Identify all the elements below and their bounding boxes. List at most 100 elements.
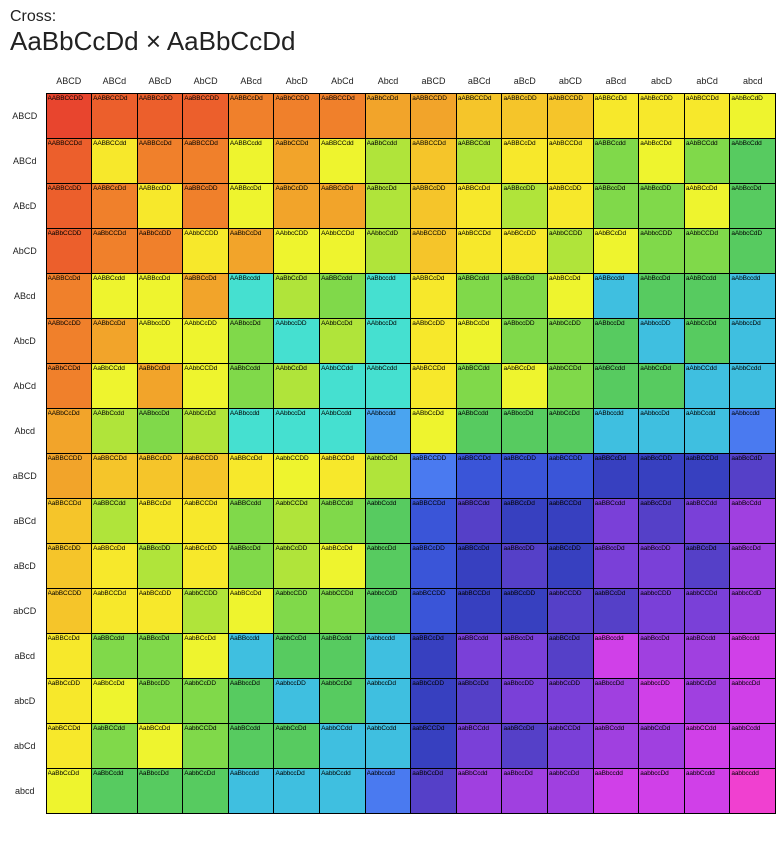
genotype-cell: aaBBccDD: [502, 544, 548, 589]
genotype-cell: AABbccDd: [228, 319, 274, 364]
genotype-label: aAbbccdd: [731, 410, 775, 418]
genotype-cell: aABbccdd: [593, 409, 639, 454]
col-header: ABCD: [46, 69, 92, 94]
genotype-cell: aABBccDD: [502, 184, 548, 229]
genotype-label: aabBccDD: [640, 545, 684, 553]
genotype-cell: AaBBCcDd: [320, 184, 366, 229]
genotype-label: AABBccDD: [139, 185, 183, 193]
genotype-cell: aAbBCcDd: [684, 184, 730, 229]
genotype-cell: AABbccDD: [137, 319, 183, 364]
genotype-cell: aAbBCcDd: [593, 229, 639, 274]
genotype-label: aAbBCcDd: [549, 275, 593, 283]
genotype-label: aabBCcDd: [686, 545, 730, 553]
genotype-cell: AabBCcDD: [183, 544, 229, 589]
genotype-cell: aabBccDD: [639, 544, 685, 589]
genotype-label: aaBBCcDd: [458, 545, 502, 553]
genotype-cell: AAbbcCdD: [365, 229, 411, 274]
genotype-label: AABBCcDd: [48, 275, 92, 283]
genotype-label: aABBCcDd: [503, 140, 547, 148]
genotype-cell: aAbbCcdd: [730, 364, 776, 409]
genotype-cell: AAbbccDd: [274, 409, 320, 454]
genotype-label: AABBccDd: [230, 185, 274, 193]
genotype-label: AaBBCcDd: [230, 455, 274, 463]
genotype-label: AaBBCcDD: [139, 455, 183, 463]
genotype-label: AABBCcdd: [230, 140, 274, 148]
genotype-cell: aABbCcDd: [411, 409, 457, 454]
genotype-label: AaBBCcDd: [139, 500, 183, 508]
row-header: abCd: [4, 724, 46, 769]
genotype-cell: AaBBCCDD: [183, 94, 229, 139]
genotype-label: AaBBccDd: [230, 545, 274, 553]
genotype-label: AABBccdd: [230, 275, 274, 283]
genotype-cell: AabBCcDd: [228, 589, 274, 634]
genotype-label: aabbCCDd: [686, 590, 730, 598]
genotype-cell: aabBCcDd: [502, 724, 548, 769]
genotype-cell: AAbbCcdd: [365, 364, 411, 409]
genotype-cell: AabbCCDd: [183, 724, 229, 769]
genotype-cell: AABBCcdd: [228, 139, 274, 184]
genotype-cell: aabbccDd: [639, 769, 685, 814]
genotype-cell: aaBBCcdd: [456, 634, 502, 679]
genotype-cell: AabbCcDd: [274, 724, 320, 769]
genotype-cell: AaBBCCdd: [320, 139, 366, 184]
genotype-label: aAbBccdd: [731, 275, 775, 283]
genotype-label: aaBbccdd: [595, 770, 639, 778]
genotype-cell: aabBCCDd: [684, 454, 730, 499]
genotype-cell: aAbBCcdd: [593, 364, 639, 409]
col-header: abCd: [684, 69, 730, 94]
genotype-cell: aABBCCDd: [411, 139, 457, 184]
genotype-label: aabbCcdd: [686, 770, 730, 778]
genotype-label: AaBBccDd: [139, 635, 183, 643]
genotype-label: AabbccDd: [275, 770, 319, 778]
genotype-label: AaBbccdd: [367, 275, 411, 283]
col-header: abcd: [730, 69, 776, 94]
genotype-label: AaBBCCDd: [48, 500, 92, 508]
genotype-label: AabbCcDd: [184, 770, 228, 778]
genotype-cell: AAbbCCdd: [320, 364, 366, 409]
genotype-label: aAbBCcDd: [595, 230, 639, 238]
genotype-label: AaBBCCDd: [184, 140, 228, 148]
genotype-cell: aabBCCDd: [548, 499, 594, 544]
col-header: aBcD: [502, 69, 548, 94]
genotype-cell: AabbCCDd: [274, 499, 320, 544]
genotype-label: aaBBccDd: [503, 635, 547, 643]
genotype-label: AaBBCCDD: [48, 455, 92, 463]
genotype-label: aAbBCcDD: [503, 230, 547, 238]
genotype-label: aABbCcDD: [412, 320, 456, 328]
genotype-cell: AaBbCcDD: [137, 229, 183, 274]
genotype-cell: AaBBCcDD: [46, 544, 92, 589]
col-header: AbCd: [320, 69, 366, 94]
genotype-cell: AabbccDd: [365, 544, 411, 589]
genotype-label: AaBbCcDd: [275, 275, 319, 283]
genotype-cell: AABBCcDd: [92, 184, 138, 229]
genotype-cell: AaBBCcDd: [137, 499, 183, 544]
genotype-cell: aaBBCCDd: [411, 499, 457, 544]
genotype-label: aAbBCCDD: [412, 230, 456, 238]
genotype-label: AabbccDd: [367, 680, 411, 688]
genotype-label: AAbbcCDD: [275, 230, 319, 238]
genotype-cell: aAbBCcDD: [548, 184, 594, 229]
genotype-label: AaBBCcdd: [321, 275, 365, 283]
genotype-label: AaBbCCDd: [275, 140, 319, 148]
genotype-cell: aaBBCcDd: [502, 499, 548, 544]
genotype-cell: AaBbCCdd: [92, 364, 138, 409]
genotype-cell: AaBBCcDd: [183, 274, 229, 319]
genotype-label: aABBCcDD: [412, 185, 456, 193]
genotype-cell: AAbbCCDd: [320, 229, 366, 274]
genotype-label: AaBBCCDd: [93, 455, 137, 463]
genotype-label: AaBBCcDD: [184, 185, 228, 193]
genotype-label: aabbCCDD: [549, 590, 593, 598]
genotype-label: aAbBccDd: [640, 275, 684, 283]
genotype-label: AabbcCdD: [367, 590, 411, 598]
genotype-label: AAbbCcDd: [321, 320, 365, 328]
genotype-cell: AaBBCCDd: [92, 454, 138, 499]
genotype-label: AABBCCdd: [93, 140, 137, 148]
genotype-cell: aaBbccDd: [593, 679, 639, 724]
genotype-cell: aAbBCCDd: [411, 364, 457, 409]
genotype-cell: aaBBCCDD: [411, 454, 457, 499]
genotype-label: AabbccDd: [367, 545, 411, 553]
genotype-label: aAbBcCDd: [640, 140, 684, 148]
genotype-cell: AabbCcDd: [320, 679, 366, 724]
genotype-label: aabBCCDd: [412, 725, 456, 733]
genotype-cell: aABBccdd: [593, 274, 639, 319]
